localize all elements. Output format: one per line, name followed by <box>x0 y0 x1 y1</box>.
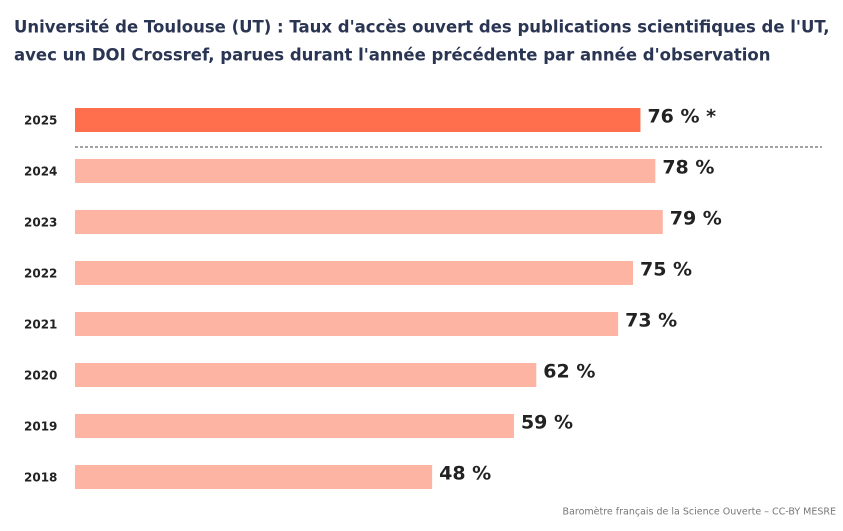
chart-title: Université de Toulouse (UT) : Taux d'acc… <box>14 18 830 37</box>
bar <box>75 108 641 132</box>
value-label: 78 % <box>662 157 714 179</box>
value-label: 79 % <box>670 208 722 230</box>
bar <box>75 465 433 489</box>
y-tick-label: 2019 <box>24 420 57 434</box>
y-tick-label: 2023 <box>24 216 57 230</box>
value-label: 75 % <box>640 259 692 281</box>
bar <box>75 210 663 234</box>
y-tick-label: 2024 <box>24 165 57 179</box>
bar <box>75 363 537 387</box>
value-label: 48 % <box>439 463 491 485</box>
value-label: 76 % * <box>647 106 716 128</box>
y-tick-label: 2018 <box>24 471 57 485</box>
value-label: 59 % <box>521 412 573 434</box>
bar <box>75 312 619 336</box>
y-tick-label: 2025 <box>24 114 57 128</box>
y-tick-label: 2022 <box>24 267 57 281</box>
credit: Baromètre français de la Science Ouverte… <box>563 507 836 518</box>
y-tick-label: 2020 <box>24 369 57 383</box>
bar <box>75 261 633 285</box>
chart-title: avec un DOI Crossref, parues durant l'an… <box>14 46 770 65</box>
value-label: 73 % <box>625 310 677 332</box>
y-tick-label: 2021 <box>24 318 57 332</box>
bar <box>75 159 656 183</box>
bar <box>75 414 514 438</box>
value-label: 62 % <box>543 361 595 383</box>
